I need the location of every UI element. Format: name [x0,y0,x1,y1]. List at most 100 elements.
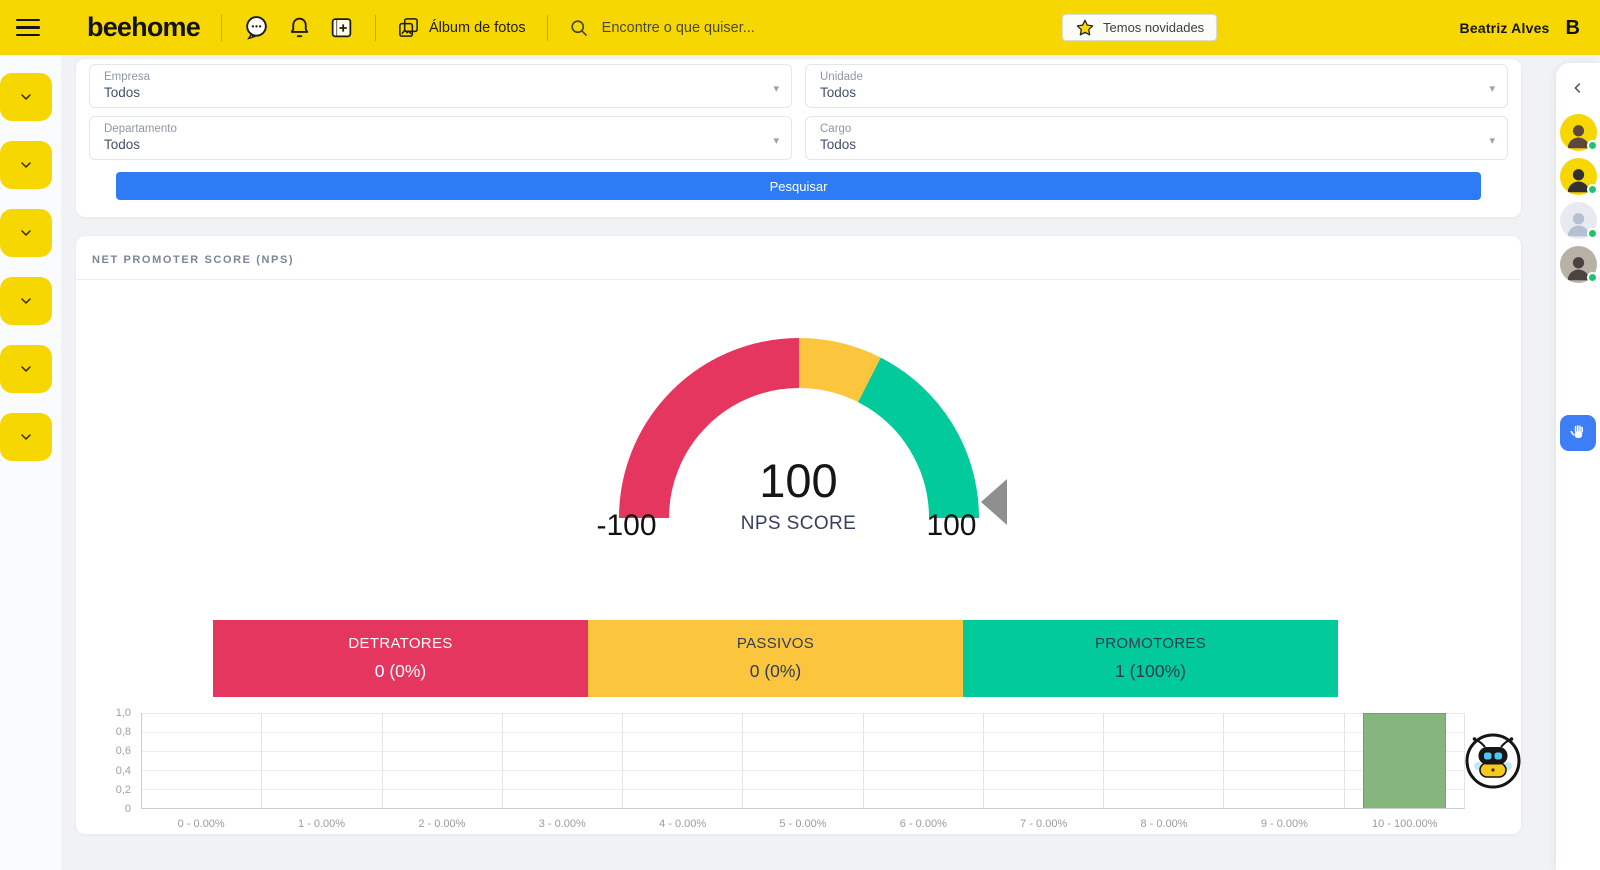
brand-logo[interactable]: beehome [87,12,201,42]
chart-category [743,713,864,808]
divider [220,14,222,41]
y-tick: 0,6 [115,745,131,758]
news-button[interactable]: Temos novidades [1062,14,1218,41]
divider [374,14,376,41]
y-tick: 0,2 [115,783,131,796]
gridline [142,732,1465,733]
nps-card: NET PROMOTER SCORE (NPS) 100 NPS SCORE -… [75,235,1522,835]
chart-x-axis: 0 - 0.00% 1 - 0.00% 2 - 0.00% 3 - 0.00% … [141,809,1465,830]
online-users-list [1559,114,1598,290]
chart-category [503,713,624,808]
search-input[interactable] [599,18,820,37]
online-status-dot [1586,228,1598,239]
segment-label: DETRATORES [348,635,453,652]
global-search [569,18,820,38]
detractors-segment: DETRATORES 0 (0%) [213,620,588,697]
nps-score-value: 100 [759,454,838,507]
filter-label: Cargo [820,123,852,135]
segment-value: 0 (0%) [749,661,802,681]
main-content: Empresa Todos ▾ Unidade Todos ▾ Departam… [75,58,1522,835]
user-name[interactable]: Beatriz Alves [1459,19,1550,36]
filter-unidade[interactable]: Unidade Todos ▾ [805,64,1508,108]
user-brand-b-icon[interactable]: B [1565,16,1580,39]
segment-label: PASSIVOS [736,635,815,652]
filter-value: Todos [104,85,141,100]
filter-label: Empresa [104,71,151,83]
chart-category [1104,713,1225,808]
chart-category [262,713,383,808]
chart-category [864,713,984,808]
y-tick: 0,8 [115,726,131,739]
sidebar-item-6[interactable] [0,413,52,461]
gauge-pointer [980,479,1007,525]
left-sidebar [0,55,61,870]
x-tick: 1 - 0.00% [297,818,346,830]
sidebar-item-5[interactable] [0,345,52,393]
gridline [142,789,1465,790]
x-tick: 0 - 0.00% [177,818,225,830]
gridline [142,751,1465,752]
photo-album-label: Álbum de fotos [428,19,526,36]
chart-plot-area [141,713,1465,809]
photo-album-link[interactable]: Álbum de fotos [397,16,526,39]
online-status-dot [1586,272,1598,283]
user-avatar-1[interactable] [1559,114,1598,151]
chevron-down-icon: ▾ [773,135,779,147]
y-tick: 1,0 [115,707,131,719]
bell-icon[interactable] [287,15,312,40]
sidebar-item-4[interactable] [0,277,52,325]
x-tick: 2 - 0.00% [418,818,466,830]
chart-y-axis: 1,0 0,8 0,6 0,4 0,2 0 [103,707,135,815]
pesquisar-button[interactable]: Pesquisar [116,172,1481,200]
chevron-down-icon [21,94,31,100]
filter-label: Departamento [104,123,177,135]
chevron-down-icon: ▾ [1489,135,1495,147]
filter-cargo[interactable]: Cargo Todos ▾ [805,116,1508,160]
photo-album-icon [397,16,420,39]
y-tick: 0,4 [115,764,131,777]
user-avatar-2[interactable] [1559,158,1598,195]
calendar-add-icon[interactable] [329,15,354,40]
x-tick: 10 - 100.00% [1372,818,1438,830]
chevron-down-icon [21,366,31,372]
nps-section-title: NET PROMOTER SCORE (NPS) [76,236,1521,280]
user-avatar-4[interactable] [1559,246,1598,283]
chart-category [142,713,263,808]
user-avatar-3[interactable] [1559,202,1598,239]
collapse-panel-button[interactable] [1568,78,1588,101]
filter-departamento[interactable]: Departamento Todos ▾ [89,116,792,160]
sidebar-item-3[interactable] [0,209,52,257]
sidebar-item-2[interactable] [0,141,52,189]
x-tick: 9 - 0.00% [1260,818,1308,830]
sign-language-hand-icon [1570,425,1583,438]
chevron-left-icon [1574,83,1581,93]
gauge-max-label: 100 [926,509,977,542]
x-tick: 4 - 0.00% [659,818,707,830]
gauge-arc [618,338,979,519]
sidebar-item-1[interactable] [0,73,52,121]
segment-label: PROMOTORES [1094,635,1207,652]
passives-segment: PASSIVOS 0 (0%) [588,620,963,697]
filters-card: Empresa Todos ▾ Unidade Todos ▾ Departam… [75,58,1522,218]
chart-category [623,713,744,808]
nps-distribution-chart: 1,0 0,8 0,6 0,4 0,2 0 [103,707,1465,830]
chevron-down-icon: ▾ [773,83,779,95]
chevron-down-icon [21,162,31,168]
promoters-segment: PROMOTORES 1 (100%) [963,620,1338,697]
x-tick: 8 - 0.00% [1140,818,1188,830]
filter-empresa[interactable]: Empresa Todos ▾ [89,64,792,108]
segment-value: 1 (100%) [1114,661,1186,681]
accessibility-handtalk-button[interactable] [1560,415,1596,451]
chart-bar [1362,713,1447,808]
chatbot-launcher[interactable] [1464,732,1522,790]
divider [546,14,548,41]
chat-icon[interactable] [243,14,270,41]
hamburger-menu-icon[interactable] [16,18,40,37]
online-status-dot [1586,184,1598,195]
chart-category [984,713,1105,808]
chevron-down-icon [21,434,31,440]
y-tick: 0 [124,803,131,815]
x-tick: 3 - 0.00% [538,818,586,830]
top-navigation-bar: beehome Álbum d [0,0,1600,55]
chart-category [1345,713,1465,808]
